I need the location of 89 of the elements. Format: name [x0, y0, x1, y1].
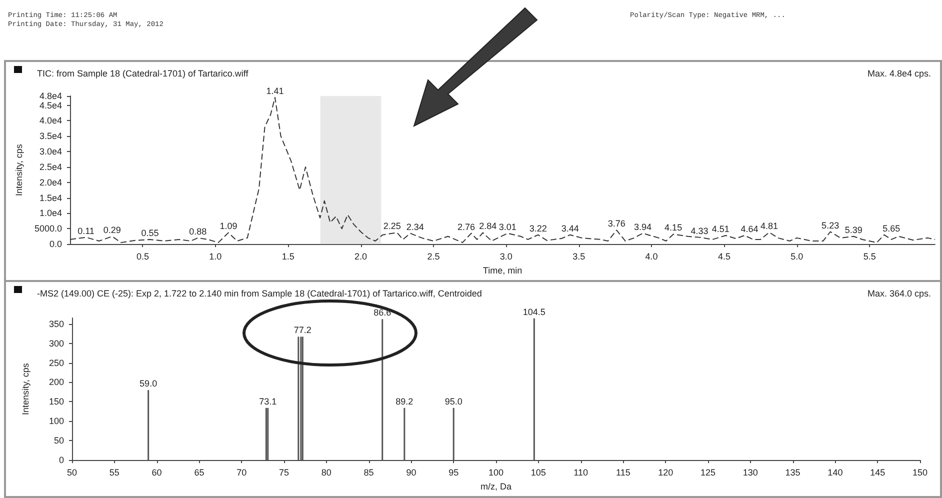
chart-title: TIC: from Sample 18 (Catedral-1701) of Tartarico.wiff — [37, 68, 249, 78]
y-tick-label: 250 — [48, 358, 64, 368]
annotation: 4.51 — [712, 224, 730, 234]
x-tick-label: 5.5 — [863, 252, 876, 262]
x-tick-label: 70 — [236, 468, 247, 478]
y-tick-label: 4.5e4 — [39, 100, 62, 110]
annotation: 2.76 — [457, 222, 476, 232]
y-tick-label: 2.0e4 — [39, 177, 62, 188]
y-tick-label: 1.0e4 — [39, 208, 62, 218]
y-tick-label: 300 — [48, 338, 64, 348]
annotation: 59.0 — [140, 378, 158, 389]
annotation: 4.64 — [740, 224, 758, 234]
y-tick-label: 0.0 — [49, 239, 62, 250]
y-tick-label: 2.5e4 — [39, 162, 62, 172]
x-tick-label: 125 — [700, 468, 716, 478]
annotation: 3.22 — [529, 223, 547, 234]
annotation: 89.2 — [396, 396, 414, 406]
y-tick-label: 200 — [48, 377, 64, 388]
y-tick-label: 3.0e4 — [39, 146, 62, 157]
y-tick-label: 5000.0 — [34, 224, 62, 234]
x-tick-label: 4.5 — [718, 252, 730, 262]
x-tick-label: 110 — [574, 468, 588, 478]
y-tick-label: 4.0e4 — [39, 116, 62, 126]
annotation: 4.33 — [690, 226, 708, 236]
annotation: 0.29 — [103, 224, 121, 235]
annotation: 4.15 — [664, 222, 682, 233]
annotation: 2.25 — [383, 221, 401, 232]
annotation: 95.0 — [444, 396, 462, 406]
x-tick-label: 1.0 — [209, 252, 222, 262]
y-tick-label: 4.8e4 — [39, 91, 62, 101]
annotation: 1.09 — [220, 221, 238, 232]
annotation: 0.88 — [189, 226, 207, 236]
y-axis-title: Intensity, cps — [20, 362, 30, 415]
x-tick-label: 3.0 — [500, 252, 512, 262]
annotation: 2.34 — [406, 222, 424, 232]
y-tick-label: 150 — [48, 396, 64, 407]
x-tick-label: 120 — [658, 468, 674, 478]
annotation: 104.5 — [522, 306, 546, 317]
annotation: 0.55 — [141, 228, 159, 238]
x-tick-label: 55 — [109, 468, 120, 478]
annotation: 5.23 — [822, 220, 840, 230]
x-tick-label: 150 — [912, 468, 928, 478]
x-tick-label: 140 — [828, 468, 843, 478]
chart-subtitle: Max. 4.8e4 cps. — [867, 68, 932, 78]
x-tick-label: 145 — [870, 468, 886, 478]
x-tick-label: 100 — [488, 468, 504, 478]
x-tick-label: 4.0 — [645, 252, 658, 262]
x-tick-label: 1.5 — [282, 252, 294, 262]
x-tick-label: 3.5 — [572, 252, 586, 262]
x-tick-label: 80 — [321, 468, 332, 478]
x-tick-label: 135 — [785, 468, 800, 478]
annotation: 3.01 — [498, 222, 516, 232]
annotation: 5.65 — [882, 223, 900, 234]
annotation: 3.44 — [561, 223, 579, 234]
annotation: 2.84 — [479, 221, 497, 232]
x-tick-label: 2.0 — [354, 252, 368, 262]
chart-subtitle: Max. 364.0 cps. — [867, 288, 932, 298]
annotation: 73.1 — [259, 396, 277, 406]
x-tick-label: 0.5 — [136, 252, 149, 262]
annotation: 3.76 — [608, 218, 626, 229]
y-tick-label: 1.5e4 — [39, 192, 62, 203]
annotation: 0.11 — [78, 226, 94, 236]
annotation: 3.94 — [634, 222, 652, 232]
y-tick-label: 0 — [58, 455, 64, 466]
x-tick-label: 60 — [152, 468, 162, 478]
y-tick-label: 350 — [48, 318, 64, 329]
x-axis-title: Time, min — [482, 266, 522, 276]
x-tick-label: 5.0 — [790, 252, 804, 262]
line-series — [70, 97, 936, 244]
chart-title: -MS2 (149.00) CE (-25): Exp 2, 1.722 to 2.140 min from Sample 18 (Catedral-1701) of Tartarico.wiff, Centroided — [37, 288, 482, 298]
x-tick-label: 130 — [742, 468, 758, 478]
annotation: 1.41 — [266, 86, 284, 96]
x-tick-label: 2.5 — [427, 252, 440, 262]
y-axis-title: Intensity, cps — [14, 144, 24, 196]
x-tick-label: 90 — [406, 468, 416, 478]
x-tick-label: 115 — [616, 468, 630, 478]
annotation: 4.81 — [760, 220, 778, 231]
y-tick-label: 100 — [48, 416, 64, 426]
annotation: 5.39 — [844, 224, 862, 235]
y-tick-label: 3.5e4 — [39, 131, 62, 142]
x-tick-label: 65 — [194, 468, 204, 478]
annotation: 77.2 — [294, 325, 312, 336]
y-tick-label: 50 — [54, 436, 64, 446]
x-axis-title: m/z, Da — [480, 482, 512, 492]
x-tick-label: 105 — [530, 468, 546, 478]
x-tick-label: 95 — [448, 468, 459, 478]
x-tick-label: 75 — [278, 468, 290, 478]
x-tick-label: 50 — [66, 468, 78, 478]
x-tick-label: 85 — [364, 468, 374, 478]
